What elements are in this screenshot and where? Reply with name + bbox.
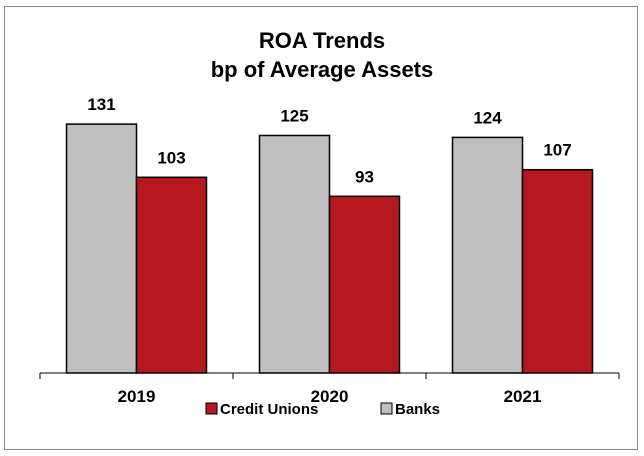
bar-credit-unions-2019 [135, 176, 208, 374]
data-label-credit-unions-2021: 107 [543, 141, 571, 160]
x-tick-label-2020: 2020 [311, 387, 349, 406]
data-label-credit-unions-2020: 93 [355, 167, 374, 186]
chart-title-line-2: bp of Average Assets [211, 57, 434, 82]
bar-banks-2019 [65, 123, 138, 374]
x-tick-label-2019: 2019 [118, 387, 156, 406]
data-label-banks-2019: 131 [87, 95, 115, 114]
bar-credit-unions-2021 [521, 168, 594, 374]
legend: Credit Unions Banks [205, 401, 440, 418]
data-label-banks-2020: 125 [280, 107, 308, 126]
chart-title-line-1: ROA Trends [259, 28, 385, 53]
legend-label-credit-unions: Credit Unions [220, 401, 318, 418]
plot-area: 131 103 2019 125 93 2020 124 107 2021 [39, 95, 620, 406]
bar-credit-unions-2020 [328, 195, 401, 374]
bar-banks-2020 [258, 134, 331, 374]
legend-label-banks: Banks [395, 401, 440, 418]
x-tick-label-2021: 2021 [504, 387, 542, 406]
data-label-banks-2021: 124 [473, 108, 502, 127]
legend-swatch-credit-unions [205, 402, 218, 415]
bar-banks-2021 [451, 136, 524, 374]
legend-swatch-banks [380, 402, 393, 415]
data-label-credit-unions-2019: 103 [157, 148, 185, 167]
